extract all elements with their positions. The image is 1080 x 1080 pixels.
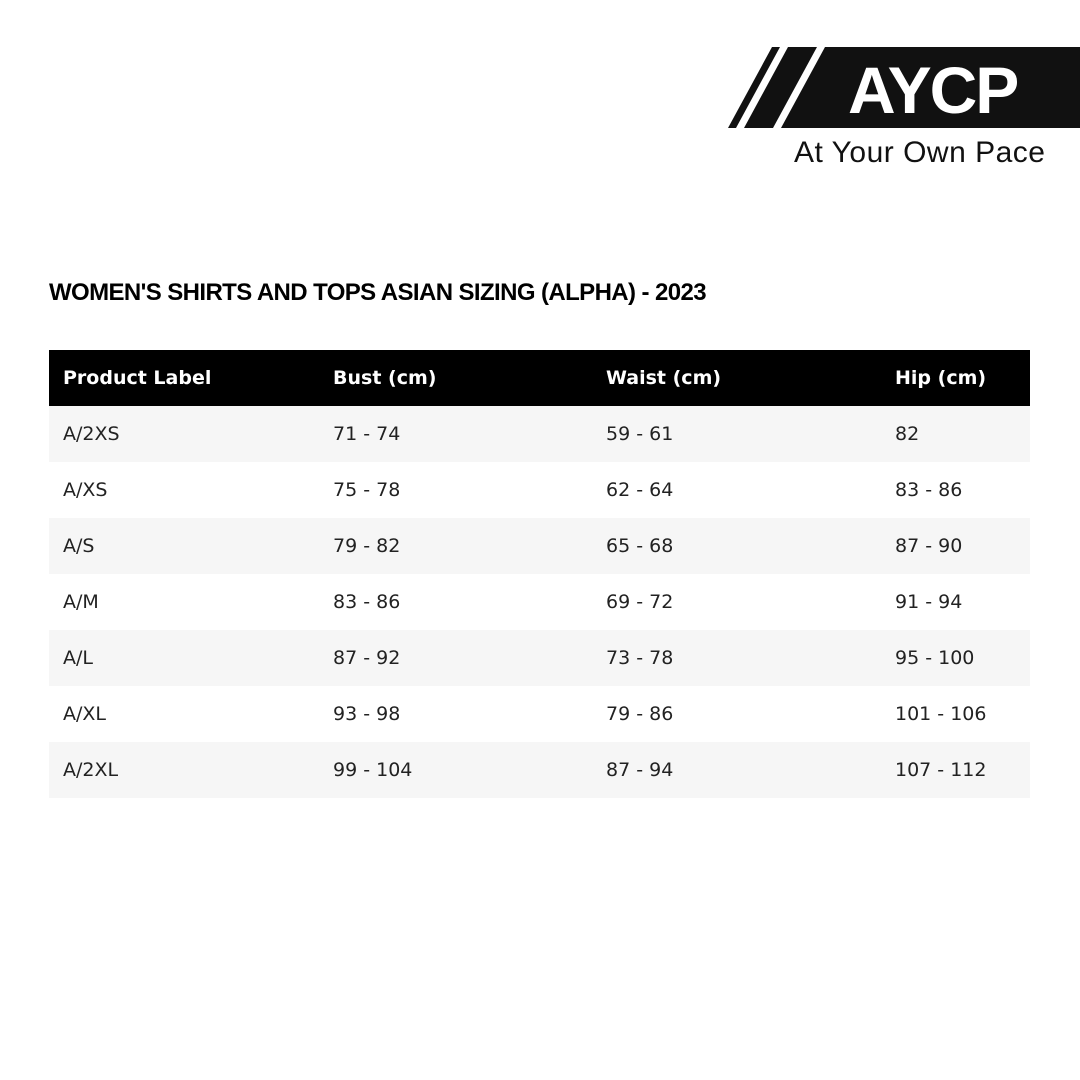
- header-hip: Hip (cm): [881, 350, 1030, 406]
- cell-product-label: A/2XS: [49, 406, 319, 462]
- cell-waist: 87 - 94: [592, 742, 881, 798]
- cell-waist: 73 - 78: [592, 630, 881, 686]
- cell-hip: 95 - 100: [881, 630, 1030, 686]
- size-chart-table: Product Label Bust (cm) Waist (cm) Hip (…: [49, 350, 1030, 798]
- table-row: A/2XL 99 - 104 87 - 94 107 - 112: [49, 742, 1030, 798]
- aycp-logo: AYCP: [728, 47, 1080, 128]
- svg-text:AYCP: AYCP: [848, 53, 1017, 127]
- cell-bust: 75 - 78: [333, 479, 401, 501]
- page-title: WOMEN'S SHIRTS AND TOPS ASIAN SIZING (AL…: [49, 279, 707, 306]
- table-row: A/2XS 71 - 74 59 - 61 82: [49, 406, 1030, 462]
- cell-bust: 99 - 104: [319, 742, 592, 798]
- cell-hip: 91 - 94: [895, 591, 963, 613]
- table-row: A/XL 93 - 98 79 - 86 101 - 106: [49, 686, 1030, 742]
- cell-waist: 69 - 72: [606, 591, 674, 613]
- cell-product-label: A/XS: [63, 479, 108, 501]
- table-header-row: Product Label Bust (cm) Waist (cm) Hip (…: [49, 350, 1030, 406]
- cell-product-label: A/S: [49, 518, 319, 574]
- logo-tagline: At Your Own Pace: [794, 136, 1046, 169]
- cell-bust: 71 - 74: [319, 406, 592, 462]
- cell-product-label: A/M: [63, 591, 99, 613]
- cell-product-label: A/XL: [63, 703, 107, 725]
- cell-hip: 82: [881, 406, 1030, 462]
- cell-hip: 87 - 90: [881, 518, 1030, 574]
- table-row: A/L 87 - 92 73 - 78 95 - 100: [49, 630, 1030, 686]
- header-bust: Bust (cm): [319, 350, 592, 406]
- table-row: A/S 79 - 82 65 - 68 87 - 90: [49, 518, 1030, 574]
- cell-bust: 79 - 82: [319, 518, 592, 574]
- cell-product-label: A/L: [49, 630, 319, 686]
- cell-waist: 65 - 68: [592, 518, 881, 574]
- cell-bust: 83 - 86: [333, 591, 401, 613]
- header-product-label: Product Label: [49, 350, 319, 406]
- table-row: A/M 83 - 86 69 - 72 91 - 94: [49, 574, 1030, 630]
- cell-waist: 79 - 86: [606, 703, 674, 725]
- cell-waist: 59 - 61: [592, 406, 881, 462]
- header-waist: Waist (cm): [592, 350, 881, 406]
- cell-waist: 62 - 64: [606, 479, 674, 501]
- cell-hip: 101 - 106: [895, 703, 987, 725]
- cell-bust: 93 - 98: [333, 703, 401, 725]
- cell-product-label: A/2XL: [49, 742, 319, 798]
- cell-bust: 87 - 92: [319, 630, 592, 686]
- cell-hip: 107 - 112: [881, 742, 1030, 798]
- table-row: A/XS 75 - 78 62 - 64 83 - 86: [49, 462, 1030, 518]
- cell-hip: 83 - 86: [895, 479, 963, 501]
